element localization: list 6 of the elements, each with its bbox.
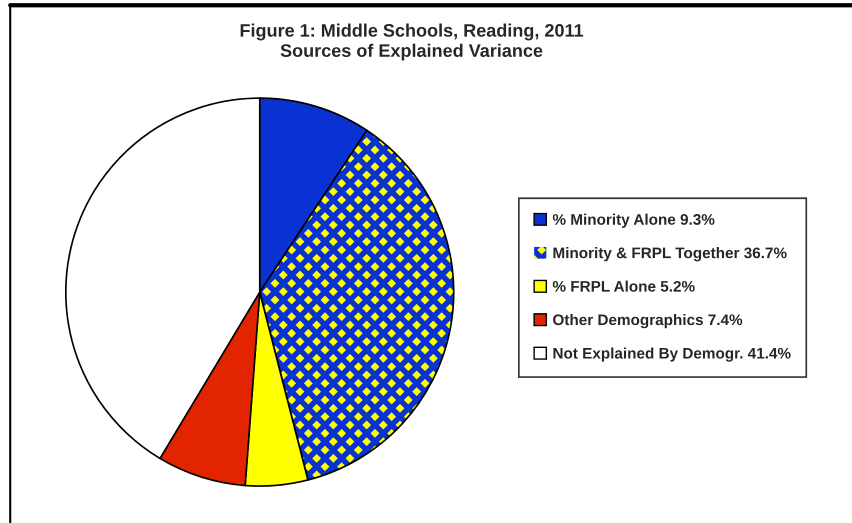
chart-title: Figure 1: Middle Schools, Reading, 2011 Sources of Explained Variance — [240, 24, 584, 61]
legend-label: Other Demographics 7.4% — [553, 314, 742, 328]
legend-label: % FRPL Alone 5.2% — [552, 280, 695, 292]
legend-label: Not Explained By Demogr. 41.4% — [553, 347, 791, 362]
legend-label: % Minority Alone 9.3% — [552, 214, 714, 228]
legend-label: Minority & FRPL Together 36.7% — [553, 247, 787, 262]
